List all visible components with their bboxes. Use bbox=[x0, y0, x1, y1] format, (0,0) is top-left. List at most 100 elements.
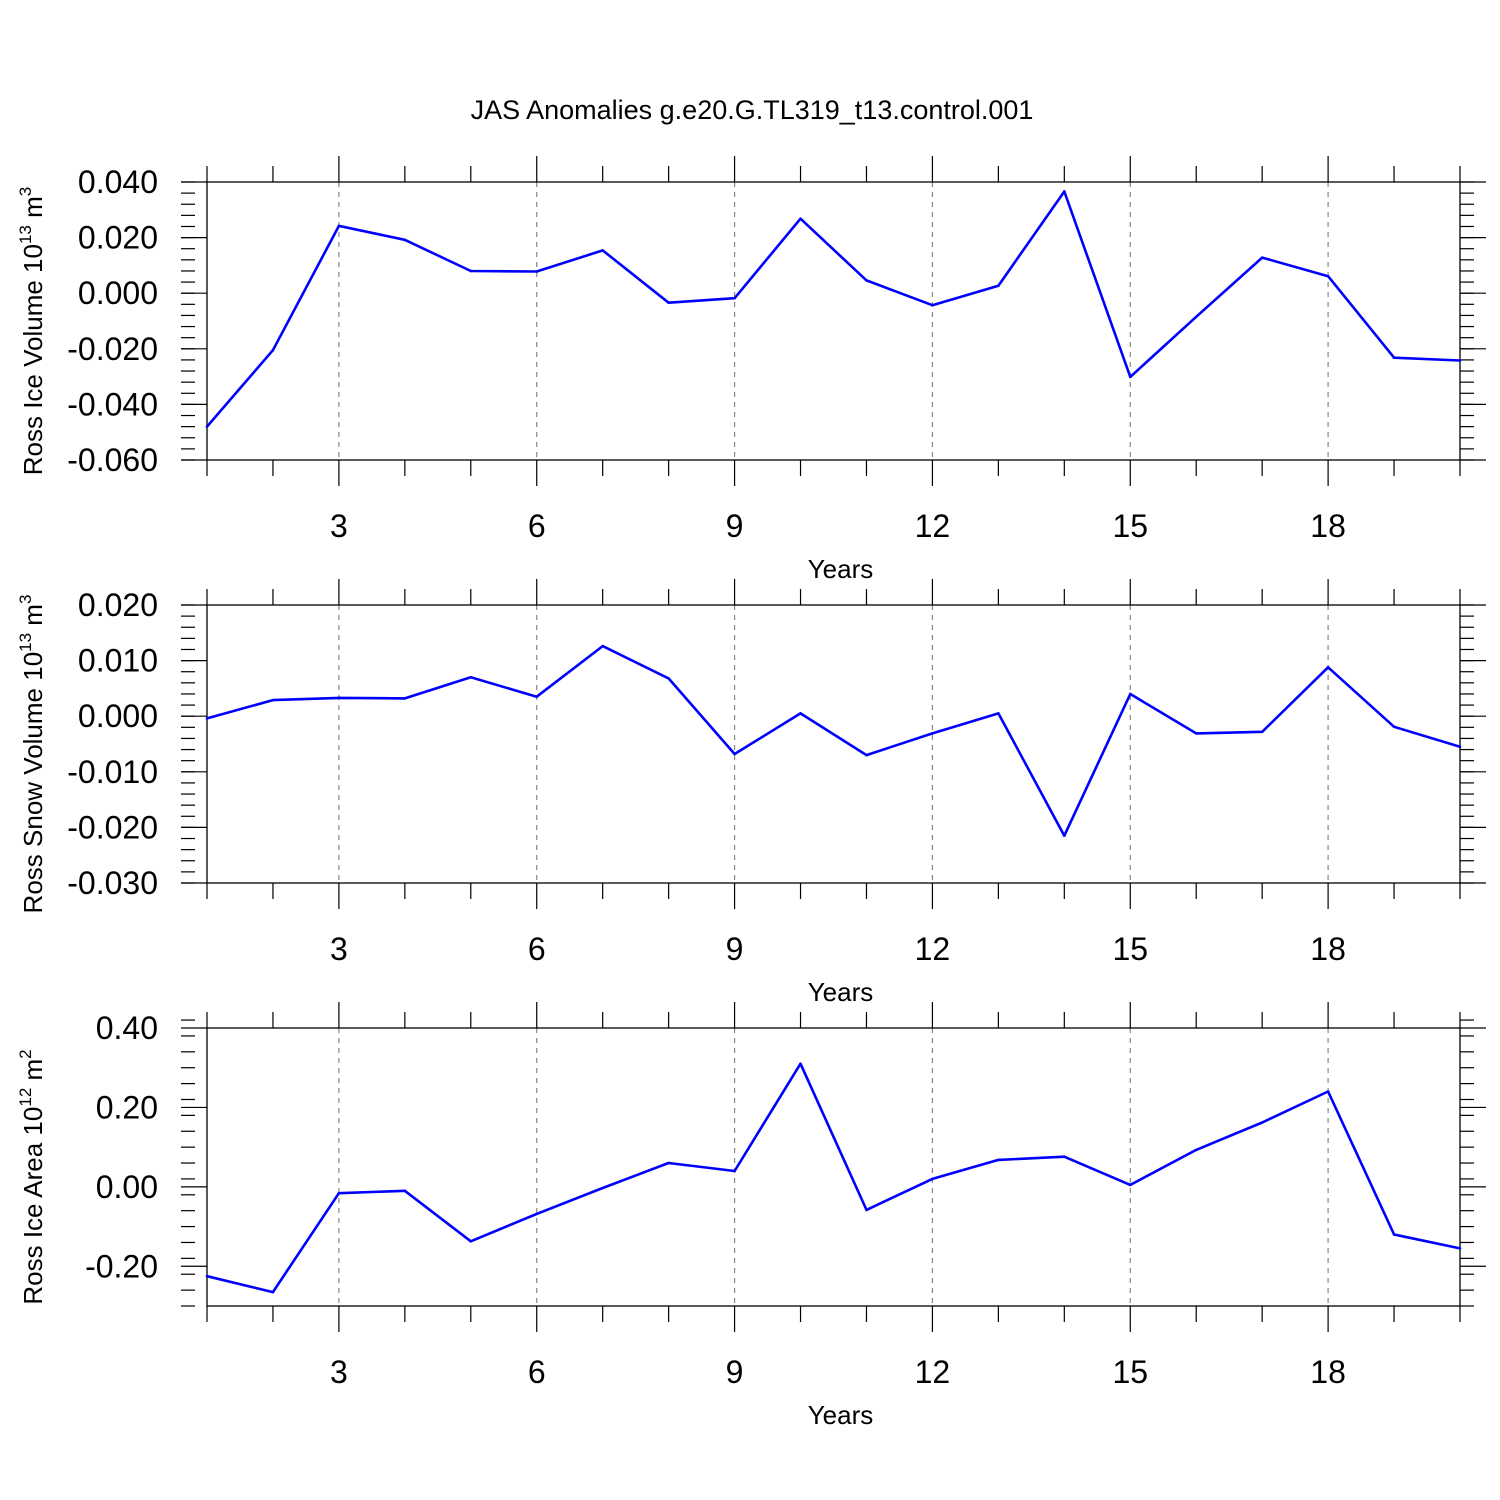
x-tick-label: 18 bbox=[1310, 931, 1346, 967]
data-point bbox=[403, 697, 407, 700]
data-point bbox=[1260, 256, 1264, 259]
x-tick-label: 15 bbox=[1112, 508, 1148, 544]
x-tick-label: 9 bbox=[726, 508, 744, 544]
plot-frame bbox=[206, 181, 1461, 461]
y-tick-label: 0.020 bbox=[78, 220, 158, 256]
data-point bbox=[205, 425, 209, 428]
y-tick-label: -0.020 bbox=[67, 809, 158, 845]
y-tick-label: 0.010 bbox=[78, 643, 158, 679]
data-point bbox=[1392, 725, 1396, 729]
y-tick-label: 0.020 bbox=[78, 587, 158, 623]
data-point bbox=[667, 677, 670, 680]
data-point bbox=[1260, 1121, 1264, 1124]
x-tick-label: 9 bbox=[726, 931, 744, 967]
data-point bbox=[337, 696, 341, 700]
y-tick-label: 0.040 bbox=[78, 164, 158, 200]
y-tick-label: -0.060 bbox=[67, 442, 158, 478]
data-point bbox=[667, 301, 670, 304]
x-tick-label: 12 bbox=[915, 931, 951, 967]
data-point bbox=[799, 1062, 802, 1066]
data-point bbox=[271, 698, 275, 702]
x-tick-label: 18 bbox=[1310, 508, 1346, 544]
data-point bbox=[337, 1191, 341, 1195]
data-point bbox=[271, 1290, 275, 1294]
data-point bbox=[1194, 1148, 1198, 1152]
data-point bbox=[403, 1189, 407, 1193]
y-tick-label: 0.40 bbox=[96, 1010, 158, 1046]
x-tick-label: 9 bbox=[726, 1354, 744, 1390]
data-point bbox=[337, 224, 341, 228]
data-point bbox=[403, 238, 407, 242]
data-point bbox=[271, 348, 275, 352]
data-point bbox=[535, 270, 539, 273]
data-point bbox=[205, 1274, 209, 1278]
x-tick-label: 15 bbox=[1112, 931, 1148, 967]
y-tick-label: 0.000 bbox=[78, 275, 158, 311]
x-tick-label: 12 bbox=[915, 1354, 951, 1390]
panels: -0.060 -0.040 -0.020 0.000 0.020 0.040 3 6 9 12 15… bbox=[16, 156, 1486, 1430]
y-tick-label: 0.000 bbox=[78, 698, 158, 734]
series-line bbox=[206, 644, 1461, 838]
chart-panel-3: -0.20 0.00 0.20 0.40 3 6 9 12 15 18 Years Ross Ice … bbox=[16, 1002, 1486, 1430]
data-point bbox=[733, 1169, 736, 1173]
y-axis-label: Ross Snow Volume 1013 m3 bbox=[16, 595, 48, 914]
y-tick-label: -0.040 bbox=[67, 386, 158, 422]
x-tick-label: 6 bbox=[528, 931, 546, 967]
data-point bbox=[1458, 359, 1462, 362]
x-axis-label: Years bbox=[808, 1400, 874, 1430]
data-point bbox=[205, 717, 209, 720]
chart-title: JAS Anomalies g.e20.G.TL319_t13.control.… bbox=[471, 95, 1034, 125]
data-point bbox=[1063, 834, 1066, 838]
y-axis-label: Ross Ice Area 1012 m2 bbox=[16, 1049, 48, 1304]
data-point bbox=[733, 296, 736, 300]
data-point bbox=[997, 284, 1000, 287]
data-point bbox=[1326, 1090, 1330, 1093]
data-point bbox=[1194, 315, 1198, 319]
series-line bbox=[206, 1062, 1461, 1294]
data-point bbox=[997, 712, 1000, 715]
data-point bbox=[1128, 375, 1132, 379]
data-point bbox=[931, 1177, 934, 1181]
data-point bbox=[667, 1161, 670, 1165]
data-point bbox=[535, 695, 539, 699]
data-point bbox=[1458, 1247, 1462, 1250]
data-point bbox=[535, 1212, 539, 1216]
data-point bbox=[601, 644, 604, 648]
data-point bbox=[469, 1239, 473, 1243]
x-tick-label: 3 bbox=[330, 1354, 348, 1390]
data-point bbox=[1392, 1233, 1396, 1236]
data-point bbox=[601, 1186, 604, 1190]
chart-panel-1: -0.060 -0.040 -0.020 0.000 0.020 0.040 3 6 9 12 15… bbox=[16, 156, 1486, 584]
data-point bbox=[1326, 274, 1330, 278]
y-tick-label: 0.00 bbox=[96, 1169, 158, 1205]
y-tick-label: 0.20 bbox=[96, 1089, 158, 1125]
chart-panel-2: -0.030 -0.020 -0.010 0.000 0.010 0.020 3 6 9 12 15… bbox=[16, 579, 1486, 1007]
data-point bbox=[931, 732, 934, 735]
x-tick-label: 6 bbox=[528, 1354, 546, 1390]
data-point bbox=[1194, 732, 1198, 735]
x-axis-label: Years bbox=[808, 977, 874, 1007]
data-point bbox=[997, 1158, 1000, 1162]
series-line bbox=[206, 190, 1461, 428]
data-point bbox=[469, 675, 473, 679]
x-tick-label: 3 bbox=[330, 508, 348, 544]
data-point bbox=[799, 217, 802, 220]
data-point bbox=[1063, 190, 1066, 193]
data-point bbox=[1063, 1155, 1066, 1158]
data-point bbox=[469, 269, 473, 273]
y-tick-label: -0.020 bbox=[67, 331, 158, 367]
data-point bbox=[1458, 745, 1462, 749]
y-tick-label: -0.030 bbox=[67, 865, 158, 901]
x-tick-label: 15 bbox=[1112, 1354, 1148, 1390]
y-tick-label: -0.20 bbox=[85, 1248, 158, 1284]
x-tick-label: 3 bbox=[330, 931, 348, 967]
data-point bbox=[1392, 356, 1396, 359]
y-tick-label: -0.010 bbox=[67, 754, 158, 790]
y-axis-label: Ross Ice Volume 1013 m3 bbox=[16, 187, 48, 476]
data-point bbox=[1326, 665, 1330, 669]
data-point bbox=[865, 753, 868, 757]
x-tick-label: 18 bbox=[1310, 1354, 1346, 1390]
data-point bbox=[1260, 730, 1264, 734]
data-point bbox=[931, 303, 934, 307]
